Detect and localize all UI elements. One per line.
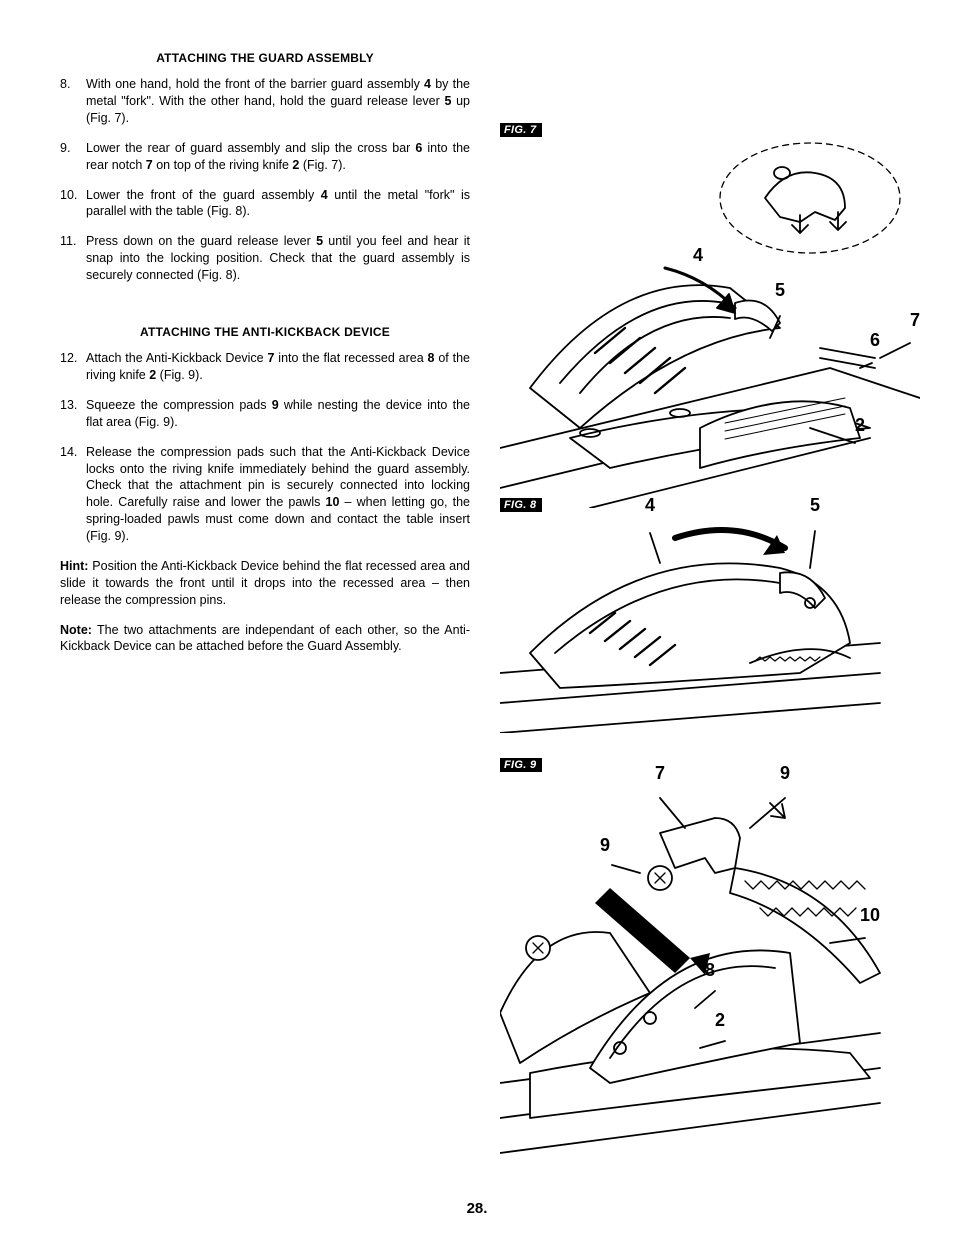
figure-callout: 7 [655,763,665,784]
note-paragraph: Note: The two attachments are independan… [60,622,470,656]
instruction-step: 11.Press down on the guard release lever… [60,233,470,284]
figure-callout: 6 [870,330,880,351]
fig9-label: FIG. 9 [500,758,542,772]
instruction-step: 13.Squeeze the compression pads 9 while … [60,397,470,431]
figure-callout: 7 [910,310,920,331]
fig7-illustration [500,138,920,508]
section1-heading: ATTACHING THE GUARD ASSEMBLY [60,50,470,66]
fig7-label: FIG. 7 [500,123,542,137]
instruction-step: 10.Lower the front of the guard assembly… [60,187,470,221]
section1-steps: 8.With one hand, hold the front of the b… [60,76,470,284]
instruction-step: 12.Attach the Anti-Kickback Device 7 int… [60,350,470,384]
figure-callout: 4 [645,495,655,516]
figure-7: FIG. 7 [500,120,920,490]
figure-callout: 2 [715,1010,725,1031]
figure-callout: 5 [810,495,820,516]
instruction-step: 8.With one hand, hold the front of the b… [60,76,470,127]
section2-heading: ATTACHING THE ANTI-KICKBACK DEVICE [60,324,470,340]
figure-callout: 9 [780,763,790,784]
instruction-step: 14.Release the compression pads such tha… [60,444,470,545]
hint-paragraph: Hint: Position the Anti-Kickback Device … [60,558,470,609]
instruction-step: 9.Lower the rear of guard assembly and s… [60,140,470,174]
figure-8: FIG. 8 [500,495,900,715]
text-column: ATTACHING THE GUARD ASSEMBLY 8.With one … [60,50,470,1160]
figure-callout: 9 [600,835,610,856]
fig8-illustration [500,513,900,733]
fig8-label: FIG. 8 [500,498,542,512]
figure-column: FIG. 7 [500,50,904,1160]
section2-steps: 12.Attach the Anti-Kickback Device 7 int… [60,350,470,545]
figure-callout: 5 [775,280,785,301]
figure-callout: 8 [705,960,715,981]
figure-callout: 10 [860,905,880,926]
figure-9: FIG. 9 [500,755,920,1155]
figure-callout: 2 [855,415,865,436]
page-number: 28. [0,1200,954,1217]
figure-callout: 4 [693,245,703,266]
